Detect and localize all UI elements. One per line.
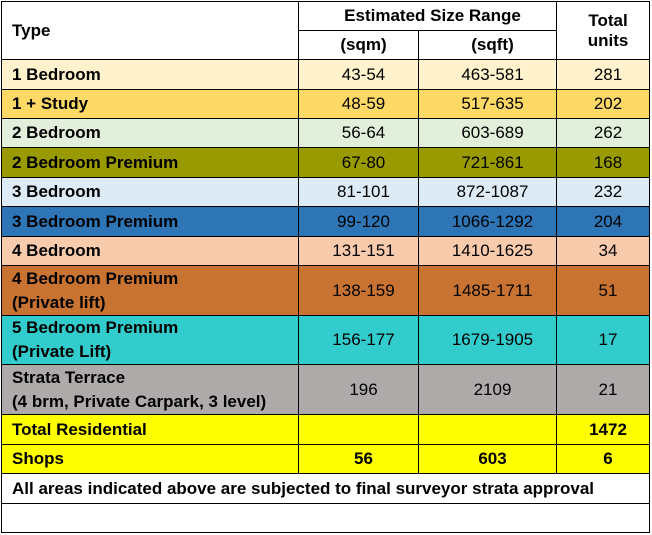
total-residential-label: Total Residential — [1, 414, 299, 445]
size-sqm: 156-177 — [298, 315, 419, 365]
unit-type: 1 + Study — [1, 89, 299, 119]
empty-row — [0, 503, 651, 533]
strata-approval-note: All areas indicated above are subjected … — [0, 473, 651, 504]
size-sqft: 721-861 — [417, 147, 558, 178]
size-sqm: 138-159 — [298, 265, 419, 316]
size-sqft: 463-581 — [417, 59, 558, 90]
table-row: 2 Bedroom 56-64 603-689 262 — [1, 118, 651, 148]
table-row: 1 Bedroom 43-54 463-581 281 — [1, 59, 651, 90]
table-row: 5 Bedroom Premium (Private Lift) 156-177… — [1, 315, 651, 365]
header-row-1: Type Estimated Size Range Total units — [1, 1, 651, 60]
size-sqm: 99-120 — [298, 206, 419, 237]
unit-type-name: 4 Bedroom Premium — [12, 268, 179, 288]
header-total-units-line2: units — [587, 30, 629, 50]
size-sqft: 1485-1711 — [417, 265, 558, 316]
table-row: 1 + Study 48-59 517-635 202 — [1, 89, 651, 119]
total-units: 17 — [556, 315, 651, 365]
size-sqft: 872-1087 — [417, 177, 558, 207]
unit-type-name: Strata Terrace — [12, 367, 126, 387]
total-units: 51 — [556, 265, 651, 316]
unit-type-name: 5 Bedroom Premium — [12, 318, 179, 337]
size-sqm: 196 — [298, 364, 419, 415]
table-row: 4 Bedroom 131-151 1410-1625 34 — [1, 236, 651, 266]
unit-type-detail: (4 brm, Private Carpark, 3 level) — [12, 391, 267, 411]
table-row: 4 Bedroom Premium (Private lift) 138-159… — [1, 265, 651, 316]
total-residential-row: Total Residential 1472 — [1, 414, 651, 445]
header-type: Type — [1, 1, 299, 60]
unit-type-detail: (Private Lift) — [12, 342, 112, 361]
shops-sqft: 603 — [417, 444, 558, 474]
total-residential-sqm — [298, 414, 419, 445]
header-sqm: (sqm) — [298, 30, 419, 60]
total-residential-sqft — [417, 414, 558, 445]
size-sqft: 517-635 — [417, 89, 558, 119]
unit-type: 3 Bedroom — [1, 177, 299, 207]
table-row: 3 Bedroom Premium 99-120 1066-1292 204 — [1, 206, 651, 237]
size-sqft: 1410-1625 — [417, 236, 558, 266]
total-units: 232 — [556, 177, 651, 207]
total-units: 204 — [556, 206, 651, 237]
size-sqft: 2109 — [417, 364, 558, 415]
total-units: 168 — [556, 147, 651, 178]
shops-sqm: 56 — [298, 444, 419, 474]
shops-row: Shops 56 603 6 — [1, 444, 651, 474]
size-sqm: 56-64 — [298, 118, 419, 148]
total-units: 34 — [556, 236, 651, 266]
header-row-2: (sqm) (sqft) — [2, 30, 650, 60]
unit-type: 2 Bedroom — [1, 118, 299, 148]
size-sqft: 1679-1905 — [417, 315, 558, 365]
size-sqm: 131-151 — [298, 236, 419, 266]
unit-type: 1 Bedroom — [1, 59, 299, 90]
size-sqft: 1066-1292 — [417, 206, 558, 237]
note-row: All areas indicated above are subjected … — [0, 473, 651, 504]
total-units: 202 — [556, 89, 651, 119]
size-sqft: 603-689 — [417, 118, 558, 148]
total-residential-units: 1472 — [556, 414, 651, 445]
size-sqm: 43-54 — [298, 59, 419, 90]
size-sqm: 67-80 — [298, 147, 419, 178]
header-size-range: Estimated Size Range — [297, 1, 558, 31]
unit-type: Strata Terrace (4 brm, Private Carpark, … — [1, 364, 299, 415]
unit-type: 2 Bedroom Premium — [1, 147, 299, 178]
total-units: 281 — [556, 59, 651, 90]
shops-label: Shops — [1, 444, 299, 474]
size-sqm: 81-101 — [298, 177, 419, 207]
table-row: 3 Bedroom 81-101 872-1087 232 — [1, 177, 651, 207]
table-row: 2 Bedroom Premium 67-80 721-861 168 — [1, 147, 651, 178]
unit-type: 4 Bedroom Premium (Private lift) — [1, 265, 299, 316]
header-total-units: Total units — [556, 1, 651, 60]
table-row: Strata Terrace (4 brm, Private Carpark, … — [1, 364, 651, 415]
unit-type: 5 Bedroom Premium (Private Lift) — [1, 315, 299, 365]
shops-units: 6 — [556, 444, 651, 474]
header-sqft: (sqft) — [417, 30, 558, 60]
total-units: 21 — [556, 364, 651, 415]
unit-type-detail: (Private lift) — [12, 292, 106, 312]
total-units: 262 — [556, 118, 651, 148]
unit-type: 3 Bedroom Premium — [1, 206, 299, 237]
unit-type: 4 Bedroom — [1, 236, 299, 266]
header-total-units-line1: Total — [588, 10, 628, 30]
empty-cell — [0, 503, 651, 533]
size-sqm: 48-59 — [298, 89, 419, 119]
